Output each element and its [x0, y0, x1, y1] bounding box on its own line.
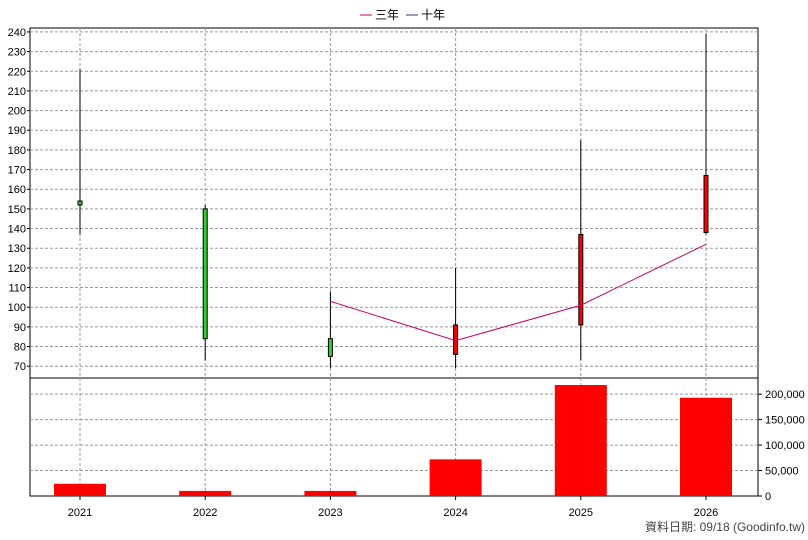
price-tick-label: 110	[8, 283, 26, 295]
x-tick-label: 2025	[569, 507, 593, 519]
candle-body	[453, 324, 459, 355]
price-tick-label: 200	[8, 106, 26, 118]
volume-bar	[179, 490, 232, 496]
x-tick-label: 2021	[68, 507, 92, 519]
price-tick-label: 90	[14, 322, 26, 334]
candle-body	[77, 200, 83, 206]
legend-label-three-year: 三年	[375, 8, 399, 22]
series-line	[330, 243, 707, 342]
volume-panel-frame	[29, 377, 759, 497]
price-tick-label: 120	[8, 263, 26, 275]
price-tick-label: 220	[8, 66, 26, 78]
price-axis: 70 80 90 100 110 120 130 140 150 160 170 180 190 200 2…	[8, 27, 30, 373]
volume-tick-label: 200,000	[765, 389, 805, 401]
volume-tick-label: 100,000	[765, 440, 805, 452]
volume-tick-label: 150,000	[765, 415, 805, 427]
price-tick-label: 170	[8, 165, 26, 177]
legend-label-ten-year: 十年	[421, 8, 445, 22]
price-tick-label: 70	[14, 361, 26, 373]
volume-bar	[554, 385, 607, 496]
average-lines	[330, 243, 707, 342]
legend: 三年 十年	[360, 8, 445, 22]
volume-tick-label: 0	[765, 491, 771, 503]
price-tick-label: 190	[8, 125, 26, 137]
price-tick-label: 140	[8, 224, 26, 236]
x-tick-label: 2026	[694, 507, 718, 519]
price-tick-label: 240	[8, 27, 26, 39]
price-tick-label: 230	[8, 47, 26, 59]
price-panel-frame	[29, 27, 759, 379]
volume-bar	[54, 483, 106, 496]
candle-body	[703, 174, 709, 233]
price-tick-label: 150	[8, 204, 26, 216]
x-tick-label: 2024	[443, 507, 467, 519]
price-tick-label: 160	[8, 184, 26, 196]
volume-tick-label: 50,000	[765, 466, 799, 478]
volume-bar	[304, 490, 357, 496]
x-tick-label: 2022	[193, 507, 217, 519]
price-tick-label: 210	[8, 86, 26, 98]
candle-body	[578, 233, 584, 326]
x-axis: 2021 2022 2023 2024 2025 2026	[68, 496, 718, 519]
volume-bar	[429, 459, 482, 496]
volume-axis: 0 50,000 100,000 150,000 200,000	[758, 389, 805, 503]
candle-body	[202, 208, 208, 340]
grid-lines	[30, 28, 758, 496]
volume-bars	[54, 385, 732, 496]
x-tick-label: 2023	[318, 507, 342, 519]
volume-bar	[680, 397, 732, 496]
price-tick-label: 130	[8, 243, 26, 255]
candlesticks	[77, 33, 709, 369]
price-tick-label: 80	[14, 342, 26, 354]
candle-body	[327, 338, 333, 357]
price-tick-label: 180	[8, 145, 26, 157]
price-tick-label: 100	[8, 302, 26, 314]
footer-date-source: 資料日期: 09/18 (Goodinfo.tw)	[645, 520, 805, 534]
